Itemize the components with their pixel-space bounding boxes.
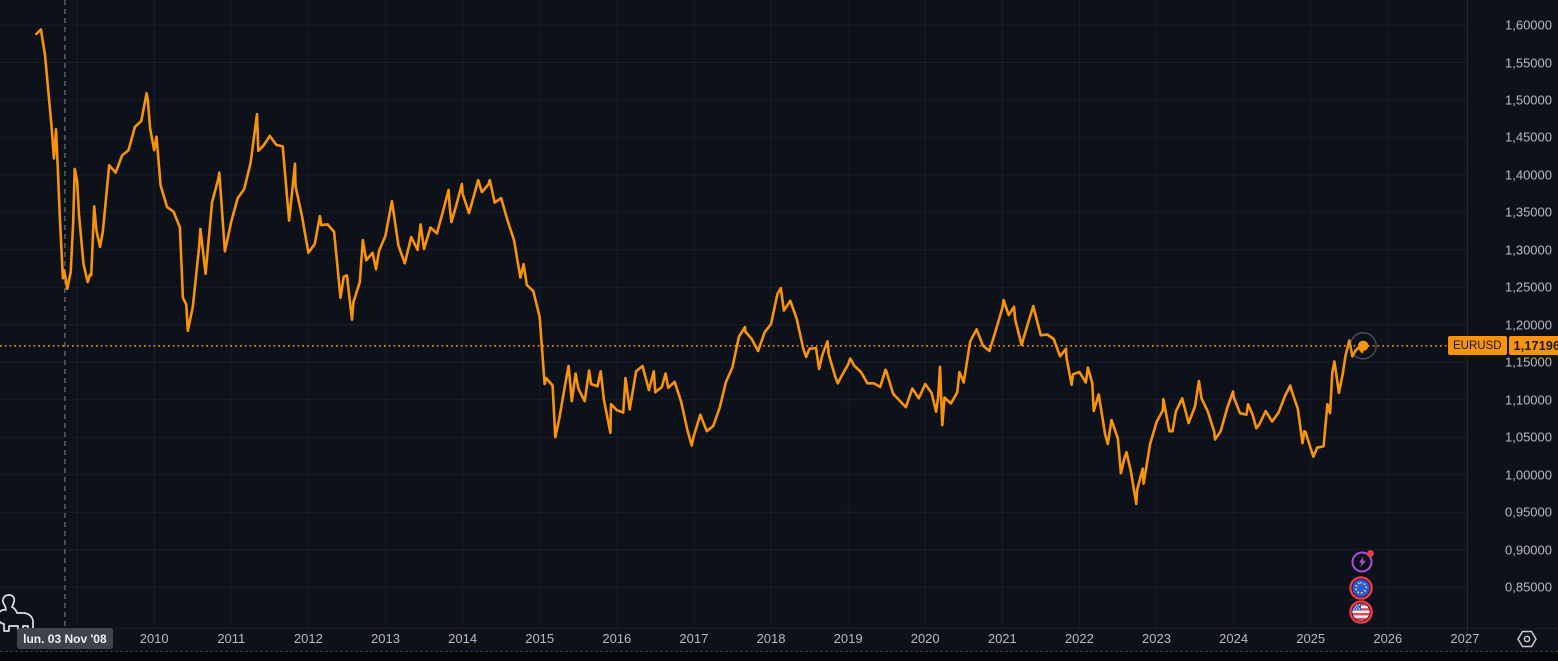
eurusd-series-line[interactable]	[35, 28, 1365, 506]
price-axis-label: 1,00000	[1505, 467, 1552, 483]
price-axis-label: 1,55000	[1505, 55, 1552, 70]
price-axis-label: 1,40000	[1505, 167, 1552, 183]
price-axis-label: 0,85000	[1505, 579, 1552, 595]
time-axis-label: 2010	[139, 631, 169, 646]
price-axis-label: 0,95000	[1505, 504, 1552, 520]
time-axis-label: 2014	[448, 631, 478, 646]
price-axis-label: 1,25000	[1505, 279, 1552, 295]
time-axis-label: 2013	[371, 631, 400, 646]
time-axis-label: 2012	[293, 631, 323, 646]
window-bottom-edge	[0, 651, 1558, 661]
hexagon-settings-icon[interactable]	[1516, 629, 1538, 649]
time-axis-label: 2024	[1219, 631, 1249, 646]
price-axis-label: 0,90000	[1505, 542, 1552, 558]
price-axis-label: 1,10000	[1505, 392, 1552, 408]
time-axis-label: 2021	[987, 631, 1017, 646]
last-price-value: 1,17196	[1508, 336, 1558, 356]
crosshair-date-tooltip: lun. 03 Nov '08	[16, 628, 113, 649]
time-axis-label: 2017	[679, 631, 709, 646]
eur-flag-event-icon[interactable]	[1348, 575, 1374, 601]
time-axis[interactable]: 2010 2011 2012 2013 2014 2015 2016 2017 2018 2019…	[0, 628, 1480, 651]
price-axis[interactable]: 1,60000 1,55000 1,50000 1,45000 1,40000 1,350…	[1467, 0, 1558, 651]
time-axis-label: 2015	[525, 631, 555, 646]
price-axis-label: 1,15000	[1505, 354, 1552, 370]
last-price-marker-ring	[1349, 332, 1377, 360]
time-axis-label: 2027	[1450, 631, 1480, 646]
time-axis-label: 2018	[756, 631, 786, 646]
time-axis-border	[0, 628, 1558, 629]
time-axis-label: 2011	[217, 631, 246, 646]
price-axis-label: 1,50000	[1505, 92, 1552, 108]
time-axis-label: 2025	[1296, 631, 1326, 646]
last-price-flag: EURUSD 1,17196	[1448, 336, 1558, 356]
lightning-event-icon[interactable]	[1349, 549, 1375, 575]
time-axis-label: 2020	[910, 631, 940, 646]
pair-label: EURUSD	[1448, 336, 1507, 356]
dinosaur-icon	[0, 594, 34, 632]
time-axis-label: 2016	[602, 631, 632, 646]
price-axis-label: 1,30000	[1505, 242, 1552, 258]
time-axis-label: 2026	[1373, 631, 1403, 646]
time-axis-label: 2019	[833, 631, 863, 646]
chart-pane[interactable]	[0, 0, 1467, 651]
time-axis-label: 2022	[1064, 631, 1094, 646]
price-axis-border	[1467, 0, 1468, 651]
price-axis-label: 1,60000	[1505, 17, 1552, 33]
usd-flag-event-icon[interactable]	[1348, 599, 1374, 625]
price-axis-label: 1,45000	[1505, 129, 1552, 145]
price-axis-label: 1,20000	[1505, 317, 1552, 333]
time-axis-label: 2023	[1142, 631, 1171, 646]
price-axis-label: 1,05000	[1505, 429, 1552, 445]
price-axis-label: 1,35000	[1505, 204, 1552, 220]
last-price-marker-dot	[1358, 340, 1369, 351]
